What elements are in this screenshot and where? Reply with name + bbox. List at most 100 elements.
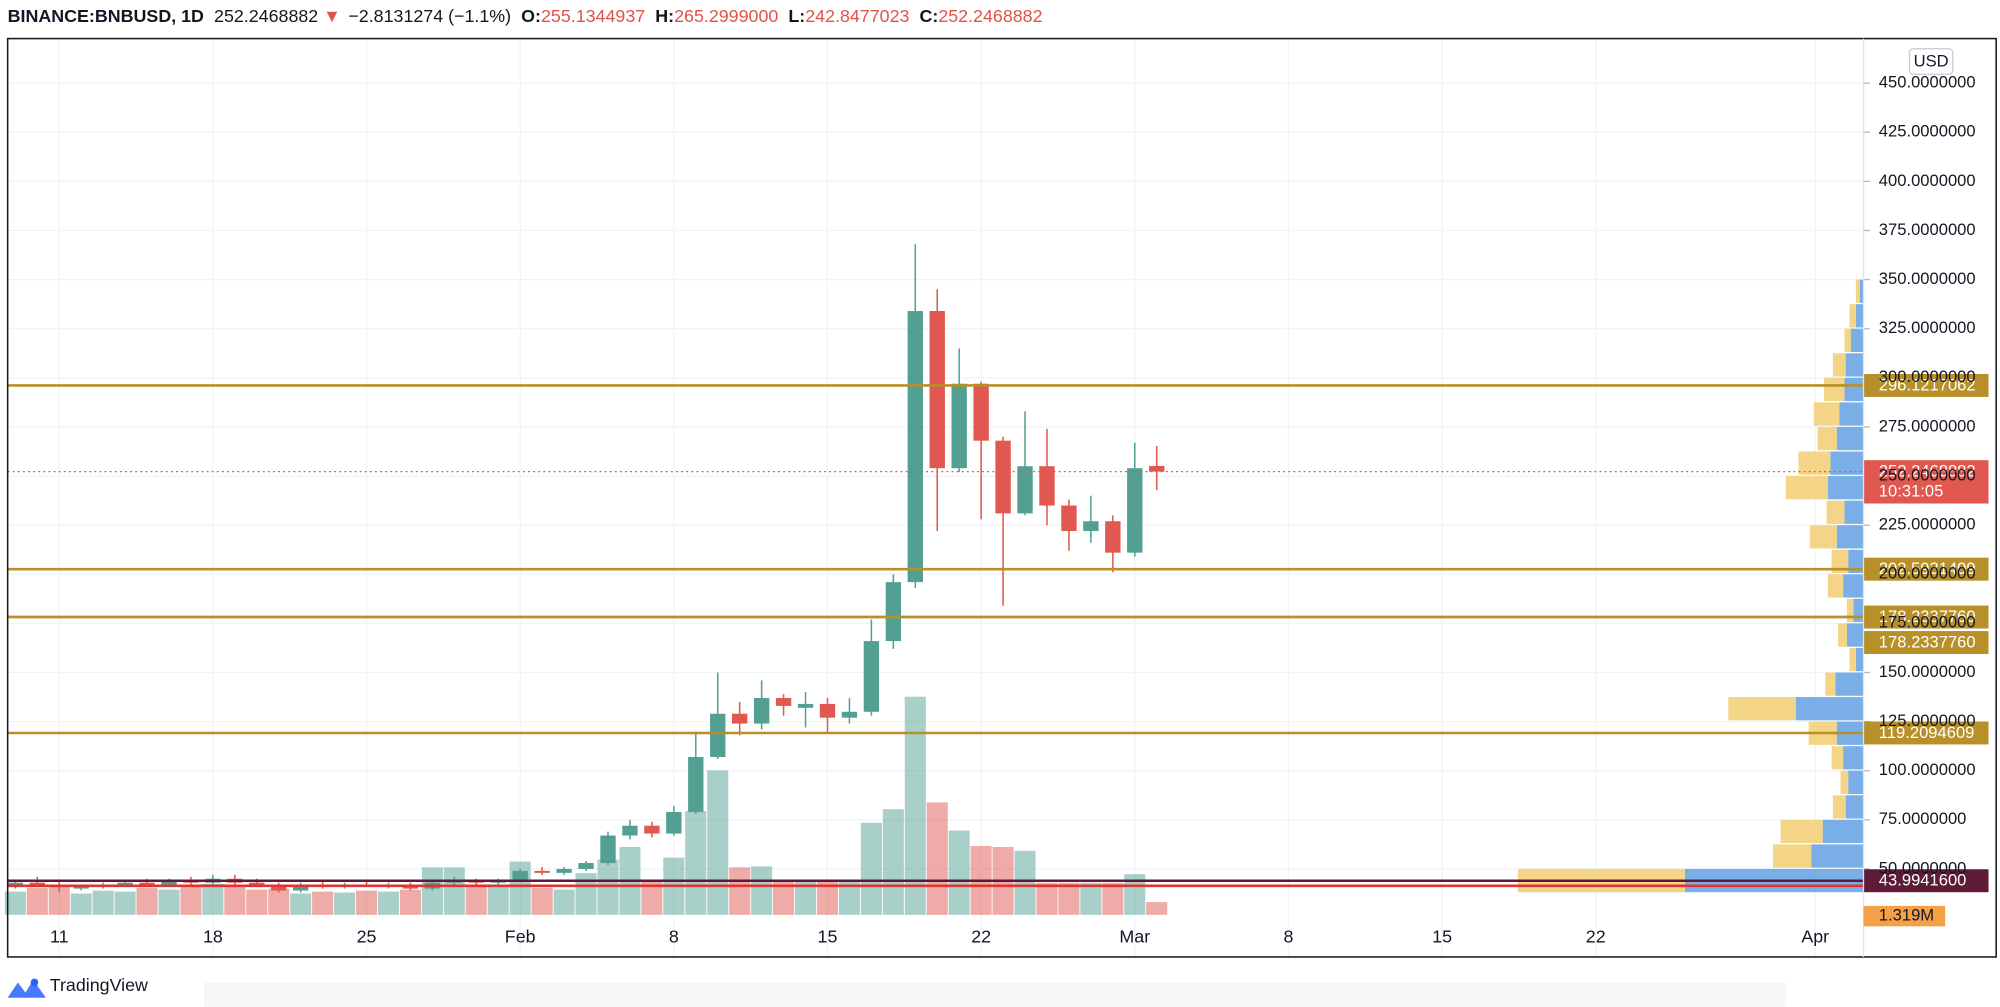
y-tick-label: 125.0000000 [1879, 711, 1976, 730]
volume-bar [487, 884, 509, 915]
profile-up [1836, 426, 1864, 451]
profile-up [1848, 549, 1864, 573]
candle-body [732, 713, 748, 724]
y-tick-label: 325.0000000 [1879, 318, 1976, 337]
level-label: 178.2337760 [1879, 633, 1976, 652]
profile-up [1845, 795, 1864, 819]
y-tick-label: 50.0000000 [1879, 858, 1967, 877]
footer-shade [204, 982, 1786, 1007]
plot-frame [6, 37, 1997, 958]
volume-bar [597, 859, 619, 915]
volume-bar [948, 830, 970, 915]
level-label-box [1863, 869, 1989, 893]
volume-bar [641, 879, 663, 915]
profile-down [1825, 672, 1836, 696]
y-tick-label: 375.0000000 [1879, 220, 1976, 239]
candle-body [578, 863, 594, 869]
currency-box[interactable] [1908, 48, 1954, 75]
volume-bar [355, 890, 378, 915]
candle-body [841, 711, 858, 718]
brand[interactable]: TradingView [50, 975, 148, 995]
profile-down [1798, 451, 1831, 475]
candle-body [644, 825, 660, 834]
volume-bar [4, 891, 26, 915]
profile-up [1848, 770, 1864, 794]
candle-body [819, 703, 836, 718]
profile-down [1831, 746, 1844, 770]
level-label: 43.9941600 [1879, 871, 1967, 890]
level-label: 202.5931409 [1879, 559, 1976, 578]
level-label-box [1863, 373, 1989, 397]
level-label: 119.2094609 [1879, 723, 1975, 742]
change: −2.8131274 (−1.1%) [348, 6, 511, 26]
logo [7, 978, 46, 998]
volume-bar [465, 885, 487, 915]
candle-body [688, 756, 704, 812]
volume-bar [531, 887, 553, 915]
volume-bar [1102, 882, 1124, 915]
x-tick-label: 15 [818, 927, 838, 947]
candle-body [271, 884, 287, 891]
y-tick-label: 225.0000000 [1879, 515, 1976, 534]
candle-body [885, 582, 902, 642]
x-tick-label: Apr [1801, 927, 1829, 947]
candle-body [1017, 466, 1033, 514]
y-tick-label: 275.0000000 [1879, 416, 1976, 435]
profile-up [1843, 574, 1864, 598]
candle-body [1149, 465, 1165, 472]
y-tick-label: 150.0000000 [1879, 662, 1976, 681]
volume-bar [114, 891, 136, 915]
currency: USD [1914, 52, 1949, 71]
candle-body [534, 870, 550, 873]
candle-body [907, 311, 923, 583]
level-label-box [1863, 557, 1989, 581]
profile-down [1846, 598, 1854, 623]
high-value: 265.2999000 [674, 6, 778, 26]
profile-down [1840, 770, 1849, 794]
x-tick-label: 15 [1432, 927, 1452, 947]
profile-up [1855, 647, 1864, 672]
candle-body [797, 703, 814, 708]
candle-body [666, 811, 682, 834]
candle-body [775, 698, 792, 706]
candle-body [73, 886, 89, 889]
change-arrow: ▼ [323, 6, 341, 26]
volume-bar [48, 885, 70, 915]
profile-down [1844, 328, 1851, 353]
open-value: 255.1344937 [541, 6, 645, 26]
y-tick-label: 100.0000000 [1879, 760, 1976, 779]
profile-up [1827, 476, 1864, 500]
candle-body [512, 870, 528, 881]
profile-up [1845, 353, 1864, 377]
candle-body [1127, 468, 1143, 553]
volume-bar [773, 879, 795, 915]
volume-bar [860, 822, 882, 915]
volume-bar [268, 888, 290, 915]
y-tick-label: 350.0000000 [1879, 269, 1976, 288]
volume-profile [1517, 279, 1864, 893]
low-label: L: [788, 6, 805, 26]
volume-bar [1036, 882, 1058, 915]
price-label-box [1863, 460, 1989, 504]
profile-down [1826, 500, 1845, 524]
level-label-box [1863, 721, 1989, 745]
candle-body [753, 698, 770, 724]
y-tick-label: 400.0000000 [1879, 171, 1976, 190]
volume-bar [92, 890, 114, 915]
profile-down [1832, 795, 1846, 819]
candle-body [600, 835, 616, 864]
open-label: O: [521, 6, 541, 26]
countdown: 10:31:05 [1879, 481, 1944, 500]
y-tick-label: 75.0000000 [1879, 809, 1967, 828]
candle-body [29, 882, 45, 885]
profile-up [1855, 304, 1864, 328]
volume-bar [904, 696, 926, 915]
x-tick-label: Feb [505, 927, 536, 947]
volume-label: 1.319M [1879, 905, 1934, 924]
volume-bar [334, 892, 356, 915]
volume-bar [136, 887, 158, 915]
profile-up [1853, 598, 1864, 623]
profile-up [1850, 328, 1864, 353]
volume-bar [729, 867, 751, 915]
profile-down [1832, 353, 1846, 377]
